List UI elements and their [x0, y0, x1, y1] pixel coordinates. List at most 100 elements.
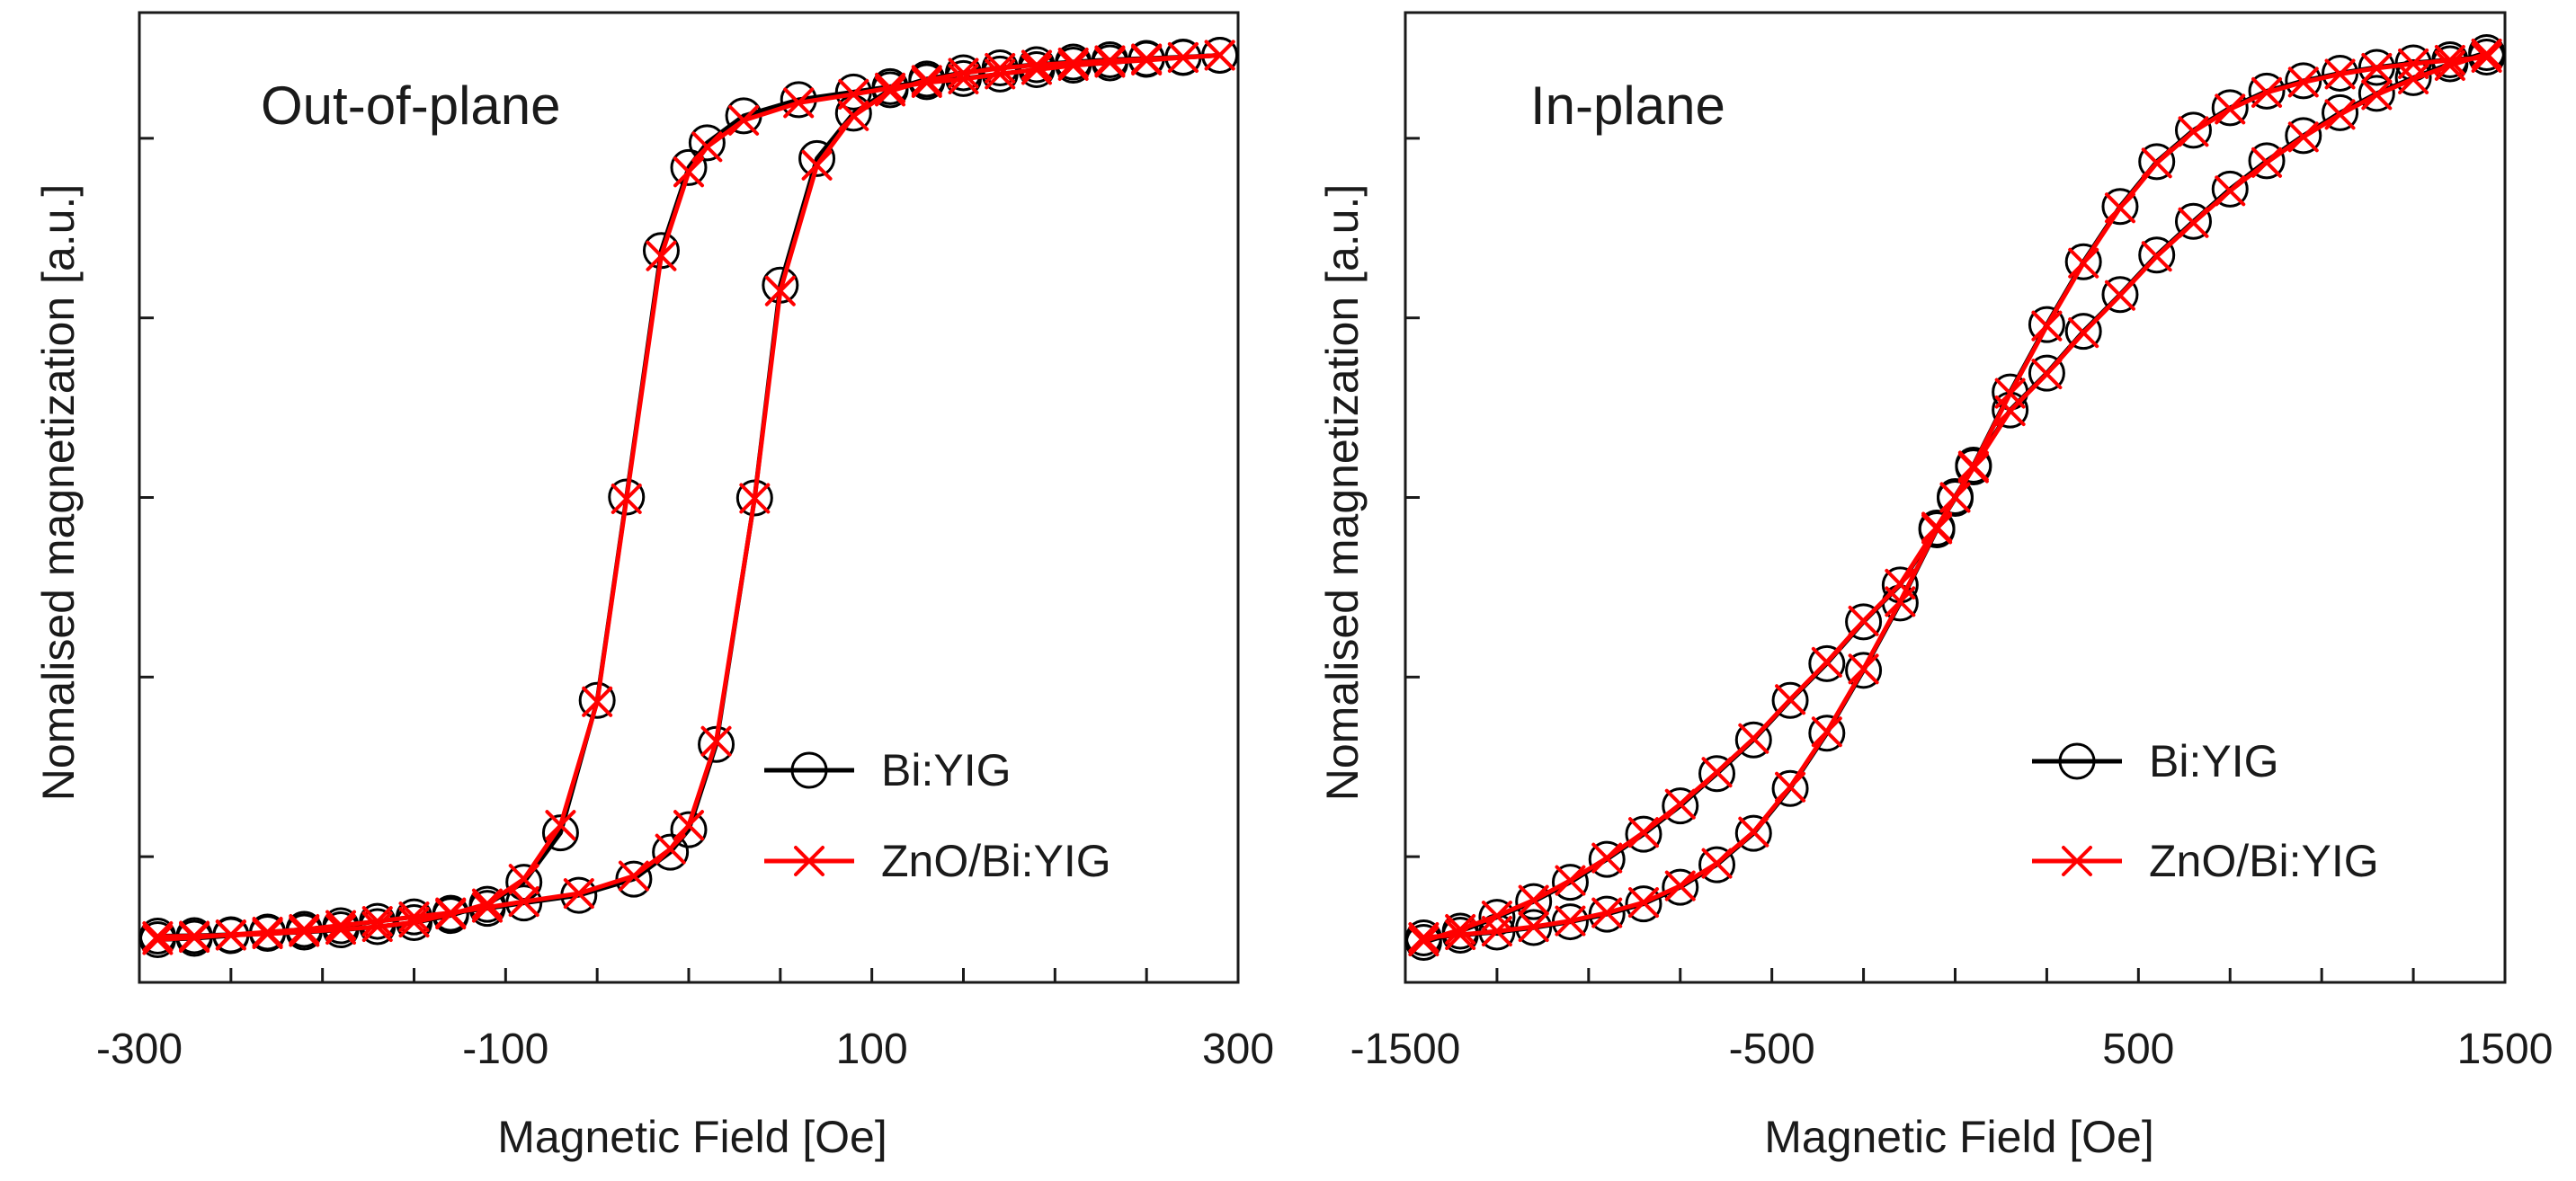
- legend-marker: [2058, 742, 2096, 780]
- data-point: [1701, 848, 1733, 879]
- legend-marker: [790, 751, 828, 789]
- legend: Bi:YIG ZnO/Bi:YIG: [764, 745, 1111, 886]
- legend-label-zno-bi-yig: ZnO/Bi:YIG: [2149, 836, 2379, 886]
- data-point: [1591, 897, 1623, 928]
- data-point: [2361, 79, 2393, 111]
- data-point: [911, 65, 942, 96]
- data-point: [728, 104, 760, 136]
- data-point: [985, 58, 1016, 90]
- data-point: [1625, 885, 1662, 923]
- data-point: [508, 886, 539, 918]
- data-point: [1845, 603, 1883, 641]
- data-point: [611, 483, 642, 514]
- data-point: [1698, 755, 1736, 793]
- data-point: [2361, 52, 2393, 84]
- data-point: [215, 919, 246, 951]
- data-point: [1021, 54, 1052, 85]
- x-tick-label: 100: [836, 1026, 908, 1073]
- chart-panel-out-of-plane: Out-of-plane Magnetic Field [Oe] Nomalis…: [33, 11, 1274, 1162]
- data-point: [1588, 840, 1626, 878]
- x-tick-label: -300: [96, 1026, 183, 1073]
- data-point: [2211, 89, 2249, 127]
- data-point: [578, 681, 616, 719]
- data-point: [1845, 652, 1883, 689]
- series-line: [157, 53, 1220, 938]
- data-point: [2398, 48, 2429, 79]
- data-point: [1481, 916, 1512, 947]
- data-point: [838, 78, 869, 110]
- data-point: [985, 52, 1016, 84]
- data-point: [2322, 93, 2359, 131]
- data-point: [325, 910, 357, 941]
- data-point: [2471, 38, 2502, 69]
- legend-label-bi-yig: Bi:YIG: [2149, 736, 2278, 786]
- data-point: [2178, 207, 2209, 238]
- data-point: [142, 924, 174, 955]
- data-point: [1021, 49, 1052, 81]
- data-point: [2068, 247, 2099, 279]
- data-point: [541, 814, 579, 852]
- data-point: [1588, 895, 1626, 933]
- data-point: [1921, 513, 1953, 545]
- data-point: [1515, 883, 1553, 920]
- data-point: [1957, 452, 1989, 484]
- data-point: [1771, 769, 1809, 807]
- data-point: [2251, 147, 2283, 178]
- legend-marker: [2062, 846, 2092, 876]
- data-point: [2287, 121, 2319, 153]
- data-point: [2287, 67, 2319, 98]
- panel-title: In-plane: [1530, 75, 1725, 136]
- legend-symbol-bi-yig: [2032, 742, 2122, 780]
- data-point: [2215, 175, 2246, 207]
- data-point: [1551, 864, 1589, 901]
- data-point: [1937, 478, 1974, 516]
- legend-symbol-bi-yig: [764, 751, 854, 789]
- data-point: [670, 148, 708, 186]
- x-tick-label: 300: [1202, 1026, 1274, 1073]
- legend-label-zno-bi-yig: ZnO/Bi:YIG: [881, 836, 1111, 886]
- data-point: [2358, 75, 2395, 112]
- data-point: [1167, 41, 1199, 73]
- data-point: [2394, 58, 2432, 96]
- data-point: [1445, 919, 1476, 951]
- data-point: [471, 888, 503, 919]
- panel-title: Out-of-plane: [261, 75, 561, 136]
- data-point: [1555, 865, 1586, 896]
- data-point: [545, 810, 576, 841]
- data-point: [2434, 49, 2465, 81]
- data-point: [179, 922, 210, 954]
- data-point: [1734, 721, 1772, 759]
- data-point: [1057, 49, 1089, 81]
- data-point: [2068, 317, 2099, 349]
- data-point: [1555, 905, 1586, 937]
- series-1: [1408, 38, 2502, 957]
- data-point: [838, 100, 869, 131]
- data-point: [398, 901, 430, 933]
- data-point: [2064, 243, 2102, 280]
- data-point: [764, 275, 796, 306]
- data-point: [1591, 842, 1623, 874]
- data-point: [1698, 846, 1736, 884]
- series-1: [142, 40, 1235, 955]
- data-point: [2324, 58, 2356, 90]
- data-point: [1701, 757, 1733, 788]
- legend-marker: [794, 846, 824, 876]
- data-point: [1939, 482, 1971, 513]
- y-axis-label: Nomalised magnetization [a.u.]: [1317, 184, 1368, 801]
- data-point: [471, 892, 503, 923]
- legend-entry-zno-bi-yig: ZnO/Bi:YIG: [764, 836, 1111, 886]
- data-point: [1057, 47, 1089, 78]
- data-point: [1408, 926, 1440, 957]
- data-point: [673, 156, 704, 188]
- chart-panel-in-plane: In-plane Magnetic Field [Oe] Nomalised m…: [1317, 11, 2553, 1162]
- data-point: [1955, 448, 1992, 486]
- data-point: [2471, 41, 2502, 73]
- data-point: [2211, 170, 2249, 208]
- data-point: [1664, 788, 1696, 820]
- data-point: [1662, 787, 1699, 825]
- legend-entry-zno-bi-yig: ZnO/Bi:YIG: [2032, 836, 2379, 886]
- legend: Bi:YIG ZnO/Bi:YIG: [2032, 736, 2379, 886]
- data-point: [2101, 276, 2139, 314]
- data-point: [2104, 280, 2135, 311]
- data-point: [2028, 306, 2065, 343]
